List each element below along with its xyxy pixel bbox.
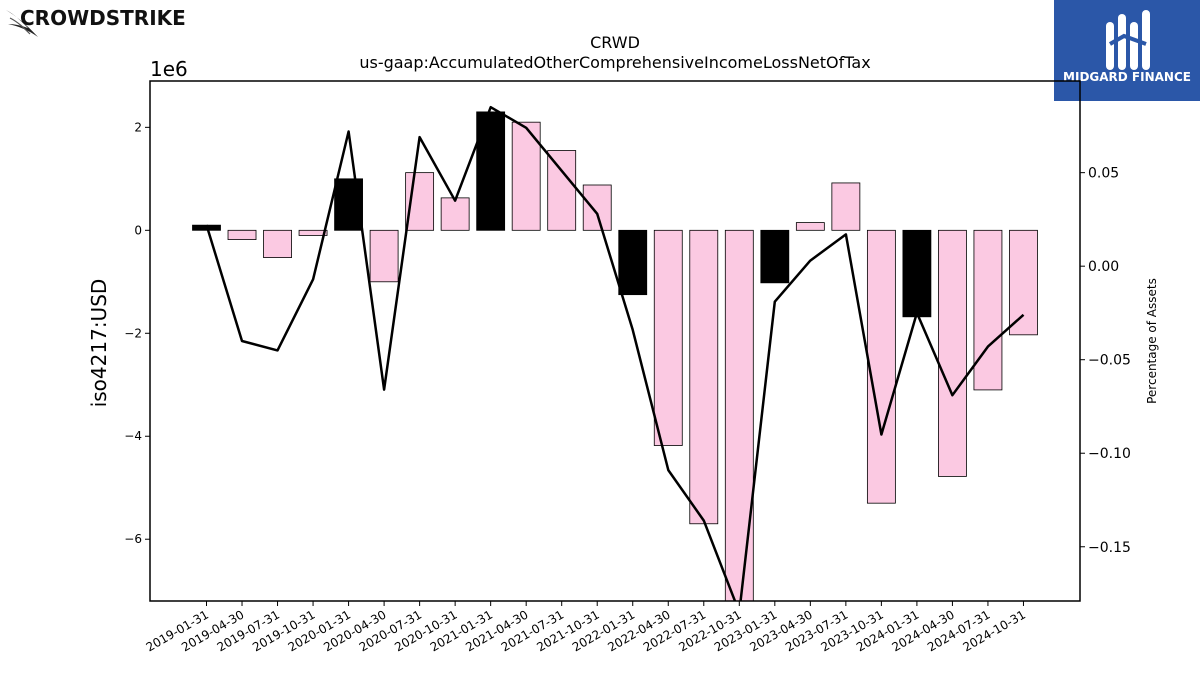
y-tick-label: −2 — [124, 326, 142, 340]
y-right-tick-label: 0.05 — [1088, 166, 1119, 182]
bar-2020-10-31 — [440, 197, 470, 231]
midgard-wordmark: MIDGARD FINANCE — [1063, 70, 1191, 84]
bar-2020-04-30 — [369, 229, 399, 283]
plot-frame — [149, 80, 1081, 602]
y-tick-label: −6 — [124, 532, 142, 546]
bar-2019-10-31 — [298, 229, 328, 236]
bar-2021-10-31 — [582, 184, 612, 231]
bar-2022-10-31 — [724, 229, 754, 601]
crowdstrike-wordmark: CROWDSTRIKE — [20, 6, 186, 30]
bar-2024-01-31 — [902, 229, 932, 318]
chart-subtitle: us-gaap:AccumulatedOtherComprehensiveInc… — [359, 53, 870, 72]
y-axis-label: iso4217:USD — [87, 279, 111, 408]
y-tick-label: 0 — [134, 223, 142, 237]
y-right-tick-label: 0.00 — [1088, 259, 1119, 275]
bar-2023-01-31 — [760, 229, 790, 284]
midgard-logo-icon: MIDGARD FINANCE — [1063, 10, 1191, 84]
bar-2023-04-30 — [795, 222, 825, 231]
y-tick-label: 2 — [134, 120, 142, 134]
y-offset-label: 1e6 — [150, 57, 188, 81]
chart-title: CRWD — [590, 33, 640, 52]
y-tick-label: −4 — [124, 429, 142, 443]
bar-2024-07-31 — [973, 229, 1003, 391]
bar-2022-04-30 — [653, 229, 683, 446]
bar-2023-10-31 — [866, 229, 896, 504]
bar-2022-01-31 — [618, 229, 648, 296]
bar-2021-07-31 — [547, 150, 577, 231]
bar-series — [192, 111, 1038, 601]
bar-2024-10-31 — [1009, 229, 1038, 336]
crowdstrike-logo: CROWDSTRIKE — [4, 4, 204, 40]
y-axis-right-label: Percentage of Assets — [1145, 278, 1159, 404]
bar-2024-04-30 — [938, 229, 967, 477]
bar-2019-04-30 — [227, 229, 257, 240]
bar-2023-07-31 — [831, 182, 861, 231]
y-right-tick-label: −0.05 — [1088, 353, 1131, 369]
line-series — [205, 105, 1025, 601]
percentage-line — [205, 105, 1025, 601]
y-right-tick-label: −0.10 — [1088, 446, 1131, 462]
bar-2019-07-31 — [263, 229, 292, 258]
midgard-finance-logo: MIDGARD FINANCE — [1054, 0, 1200, 101]
y-right-tick-label: −0.15 — [1088, 540, 1131, 556]
bar-2022-07-31 — [689, 229, 719, 525]
falcon-icon: CROWDSTRIKE — [6, 6, 186, 37]
